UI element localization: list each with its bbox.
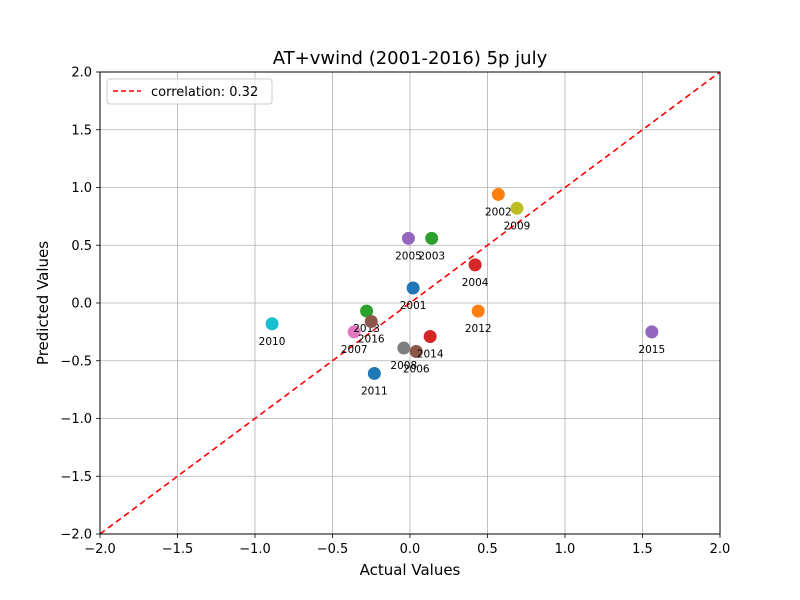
y-axis-label: Predicted Values bbox=[34, 241, 52, 365]
point-label: 2007 bbox=[341, 344, 368, 356]
y-tick-label: 1.0 bbox=[71, 181, 92, 196]
x-tick-label: 1.0 bbox=[555, 542, 576, 557]
axis-ticks: −2.0 −1.5 −1.0 −0.5 0.0 0.5 1.0 1.5 2.0 −2.0 −1.5 −… bbox=[60, 66, 730, 558]
data-point bbox=[423, 329, 437, 343]
point-label: 2004 bbox=[462, 277, 489, 289]
y-tick-label: −1.0 bbox=[60, 412, 92, 427]
y-tick-label: 2.0 bbox=[71, 66, 92, 81]
correlation-reference-line bbox=[99, 71, 721, 535]
y-tick-label: 0.5 bbox=[71, 239, 92, 254]
data-point bbox=[510, 201, 524, 215]
data-point bbox=[491, 187, 505, 201]
x-tick-label: −0.5 bbox=[317, 542, 349, 557]
x-tick-label: 0.0 bbox=[400, 542, 421, 557]
chart-title: AT+vwind (2001-2016) 5p july bbox=[273, 48, 548, 69]
point-label: 2014 bbox=[417, 348, 444, 360]
point-label: 2006 bbox=[403, 364, 430, 376]
point-label: 2011 bbox=[361, 385, 388, 397]
x-tick-label: −2.0 bbox=[84, 542, 116, 557]
point-label: 2008 bbox=[390, 360, 417, 372]
point-label: 2003 bbox=[418, 250, 445, 262]
y-tick-label: 1.5 bbox=[71, 123, 92, 138]
point-label: 2009 bbox=[504, 220, 531, 232]
point-label: 2001 bbox=[400, 300, 427, 312]
data-point bbox=[401, 231, 415, 245]
point-label: 2010 bbox=[259, 336, 286, 348]
data-point bbox=[265, 317, 279, 331]
x-tick-label: 2.0 bbox=[710, 542, 731, 557]
x-tick-label: 1.5 bbox=[632, 542, 653, 557]
reference-line-layer bbox=[99, 71, 721, 535]
x-tick-label: 0.5 bbox=[477, 542, 498, 557]
data-point bbox=[406, 281, 420, 295]
legend-box bbox=[106, 78, 273, 105]
points-layer: 2001 2002 2003 2004 2005 2006 2007 2008 2009 2010… bbox=[259, 187, 665, 397]
data-point bbox=[468, 258, 482, 272]
point-label: 2012 bbox=[465, 323, 492, 335]
data-point bbox=[364, 314, 378, 328]
point-label: 2015 bbox=[638, 344, 665, 356]
legend-entry-label: correlation: 0.32 bbox=[151, 85, 258, 100]
point-label: 2002 bbox=[485, 206, 512, 218]
data-point bbox=[347, 325, 361, 339]
x-axis-label: Actual Values bbox=[360, 561, 461, 579]
y-tick-label: −2.0 bbox=[60, 528, 92, 543]
y-tick-label: −0.5 bbox=[60, 354, 92, 369]
data-point bbox=[409, 345, 423, 359]
x-tick-label: −1.5 bbox=[162, 542, 194, 557]
x-tick-label: −1.0 bbox=[239, 542, 271, 557]
point-label: 2016 bbox=[358, 333, 385, 345]
data-point bbox=[367, 366, 381, 380]
legend: correlation: 0.32 bbox=[106, 78, 273, 105]
data-point bbox=[425, 231, 439, 245]
point-label: 2005 bbox=[395, 250, 422, 262]
data-point bbox=[360, 304, 374, 318]
y-tick-label: −1.5 bbox=[60, 470, 92, 485]
y-tick-label: 0.0 bbox=[71, 297, 92, 312]
data-point bbox=[471, 304, 485, 318]
data-point bbox=[397, 341, 411, 355]
data-point bbox=[645, 325, 659, 339]
